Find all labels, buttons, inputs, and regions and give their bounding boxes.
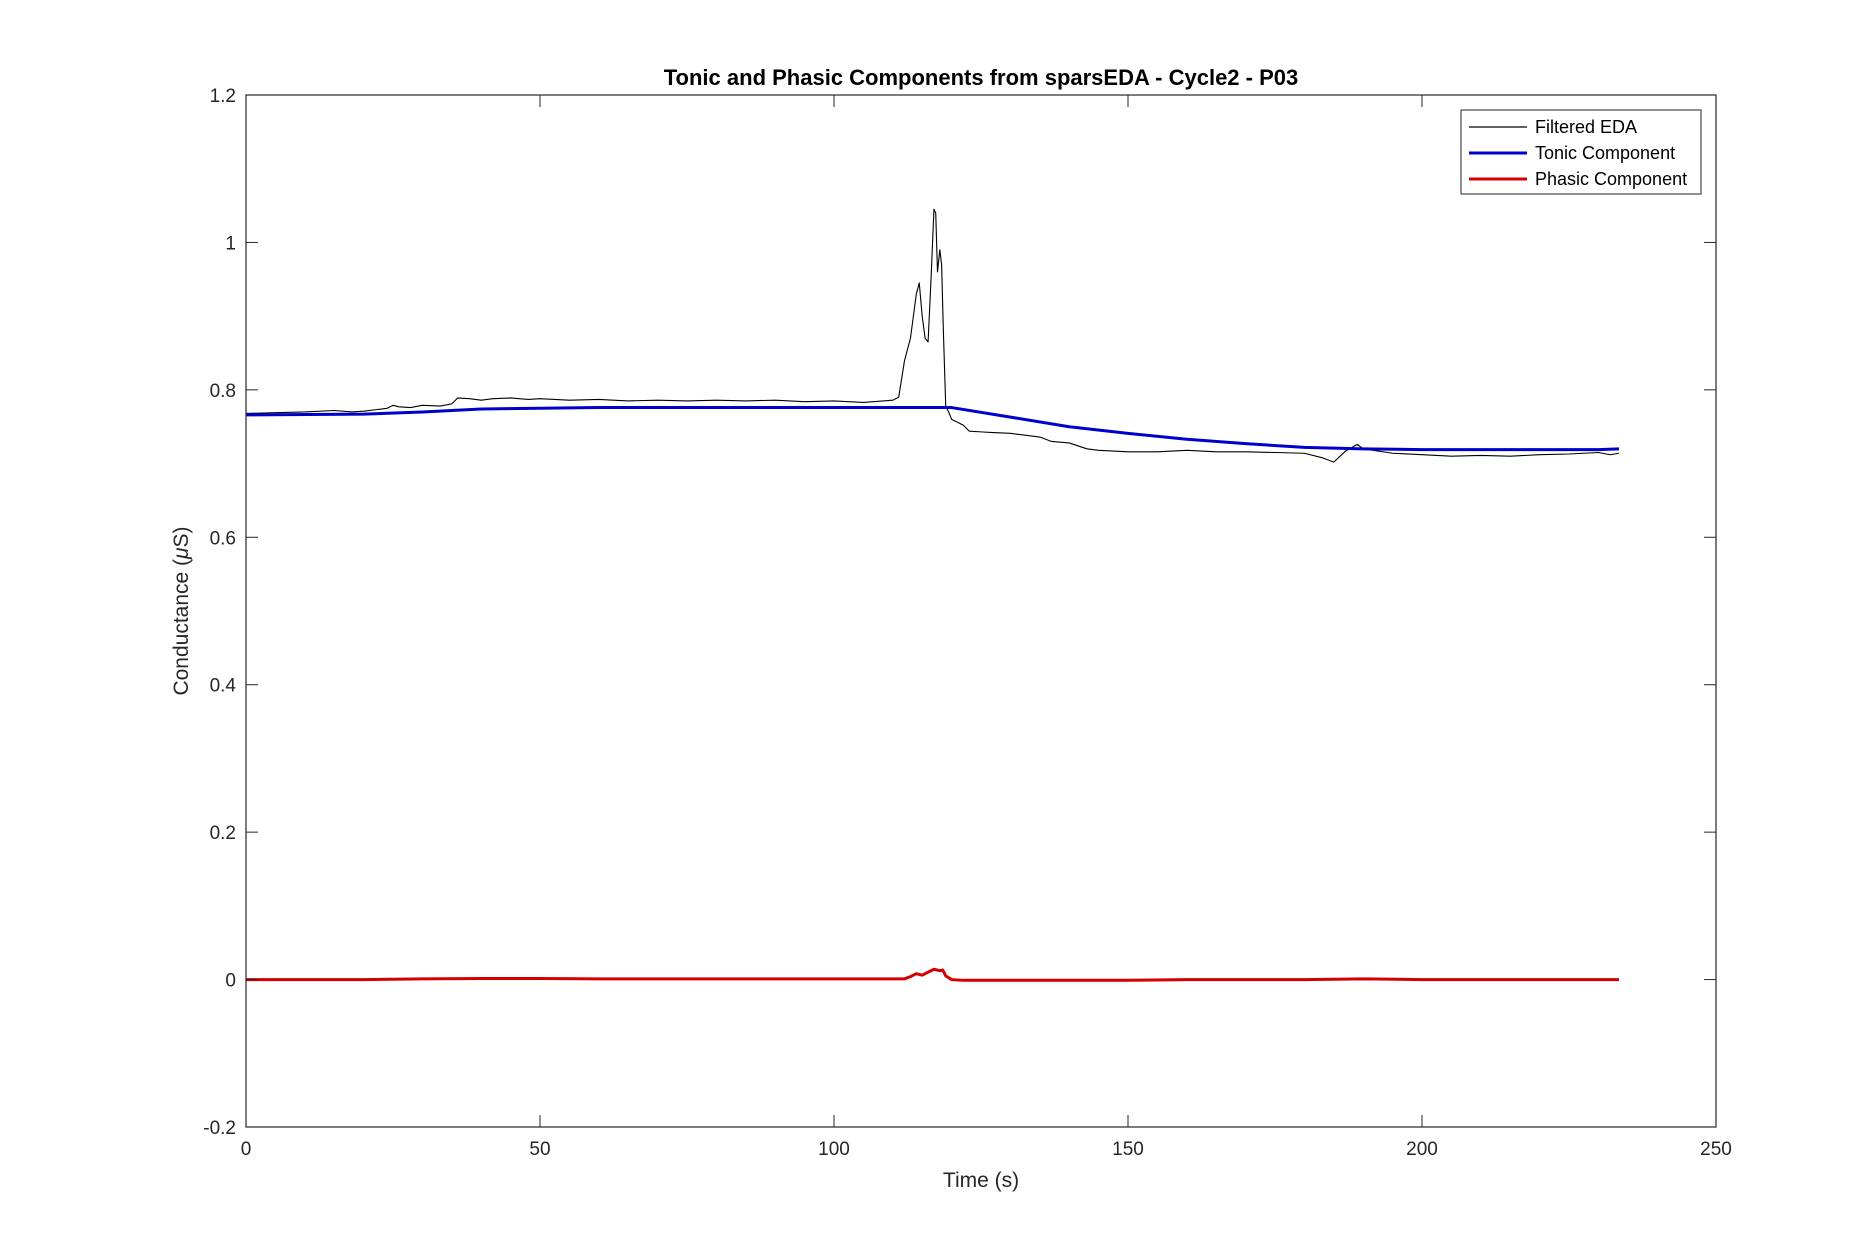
x-tick-label: 200 bbox=[1406, 1139, 1438, 1160]
y-tick-label: 0.6 bbox=[210, 528, 236, 549]
legend-label-phasic-component: Phasic Component bbox=[1535, 169, 1687, 189]
x-tick-label: 100 bbox=[818, 1139, 850, 1160]
legend-label-filtered-eda: Filtered EDA bbox=[1535, 117, 1637, 137]
plot-area bbox=[246, 95, 1716, 1127]
chart-title: Tonic and Phasic Components from sparsED… bbox=[664, 65, 1299, 90]
y-tick-label: 1 bbox=[225, 233, 236, 254]
x-axis-label: Time (s) bbox=[943, 1169, 1019, 1192]
y-tick-label: 0.4 bbox=[210, 676, 237, 697]
y-tick-label: 0.8 bbox=[210, 381, 236, 402]
x-tick-label: 150 bbox=[1112, 1139, 1144, 1160]
series-line-filtered-eda bbox=[245, 208, 1620, 463]
tick-layer: 0 50 100 150 200 250-0.200.20.40.60.811.2 bbox=[203, 86, 1732, 1160]
y-axis-label-mu: μ bbox=[170, 547, 193, 560]
x-tick-label: 50 bbox=[529, 1139, 550, 1160]
y-tick-label: 0 bbox=[225, 971, 236, 992]
y-tick-label: 1.2 bbox=[210, 86, 236, 107]
x-tick-label: 250 bbox=[1700, 1139, 1732, 1160]
legend-label-tonic-component: Tonic Component bbox=[1535, 143, 1675, 163]
legend: Filtered EDA Tonic Component Phasic Comp… bbox=[1460, 109, 1702, 195]
series-layer bbox=[245, 208, 1620, 982]
y-tick-label: 0.2 bbox=[210, 823, 236, 844]
y-axis-label-prefix: Conductance ( bbox=[170, 559, 193, 696]
x-tick-label: 0 bbox=[241, 1139, 252, 1160]
y-tick-label: -0.2 bbox=[203, 1118, 236, 1139]
series-line-tonic-component bbox=[245, 406, 1620, 452]
series-line-phasic-component bbox=[246, 967, 1619, 982]
axes-box bbox=[245, 94, 1717, 1128]
y-axis-label-suffix: S) bbox=[170, 526, 193, 547]
y-axis-label: Conductance (μS) bbox=[170, 526, 193, 695]
